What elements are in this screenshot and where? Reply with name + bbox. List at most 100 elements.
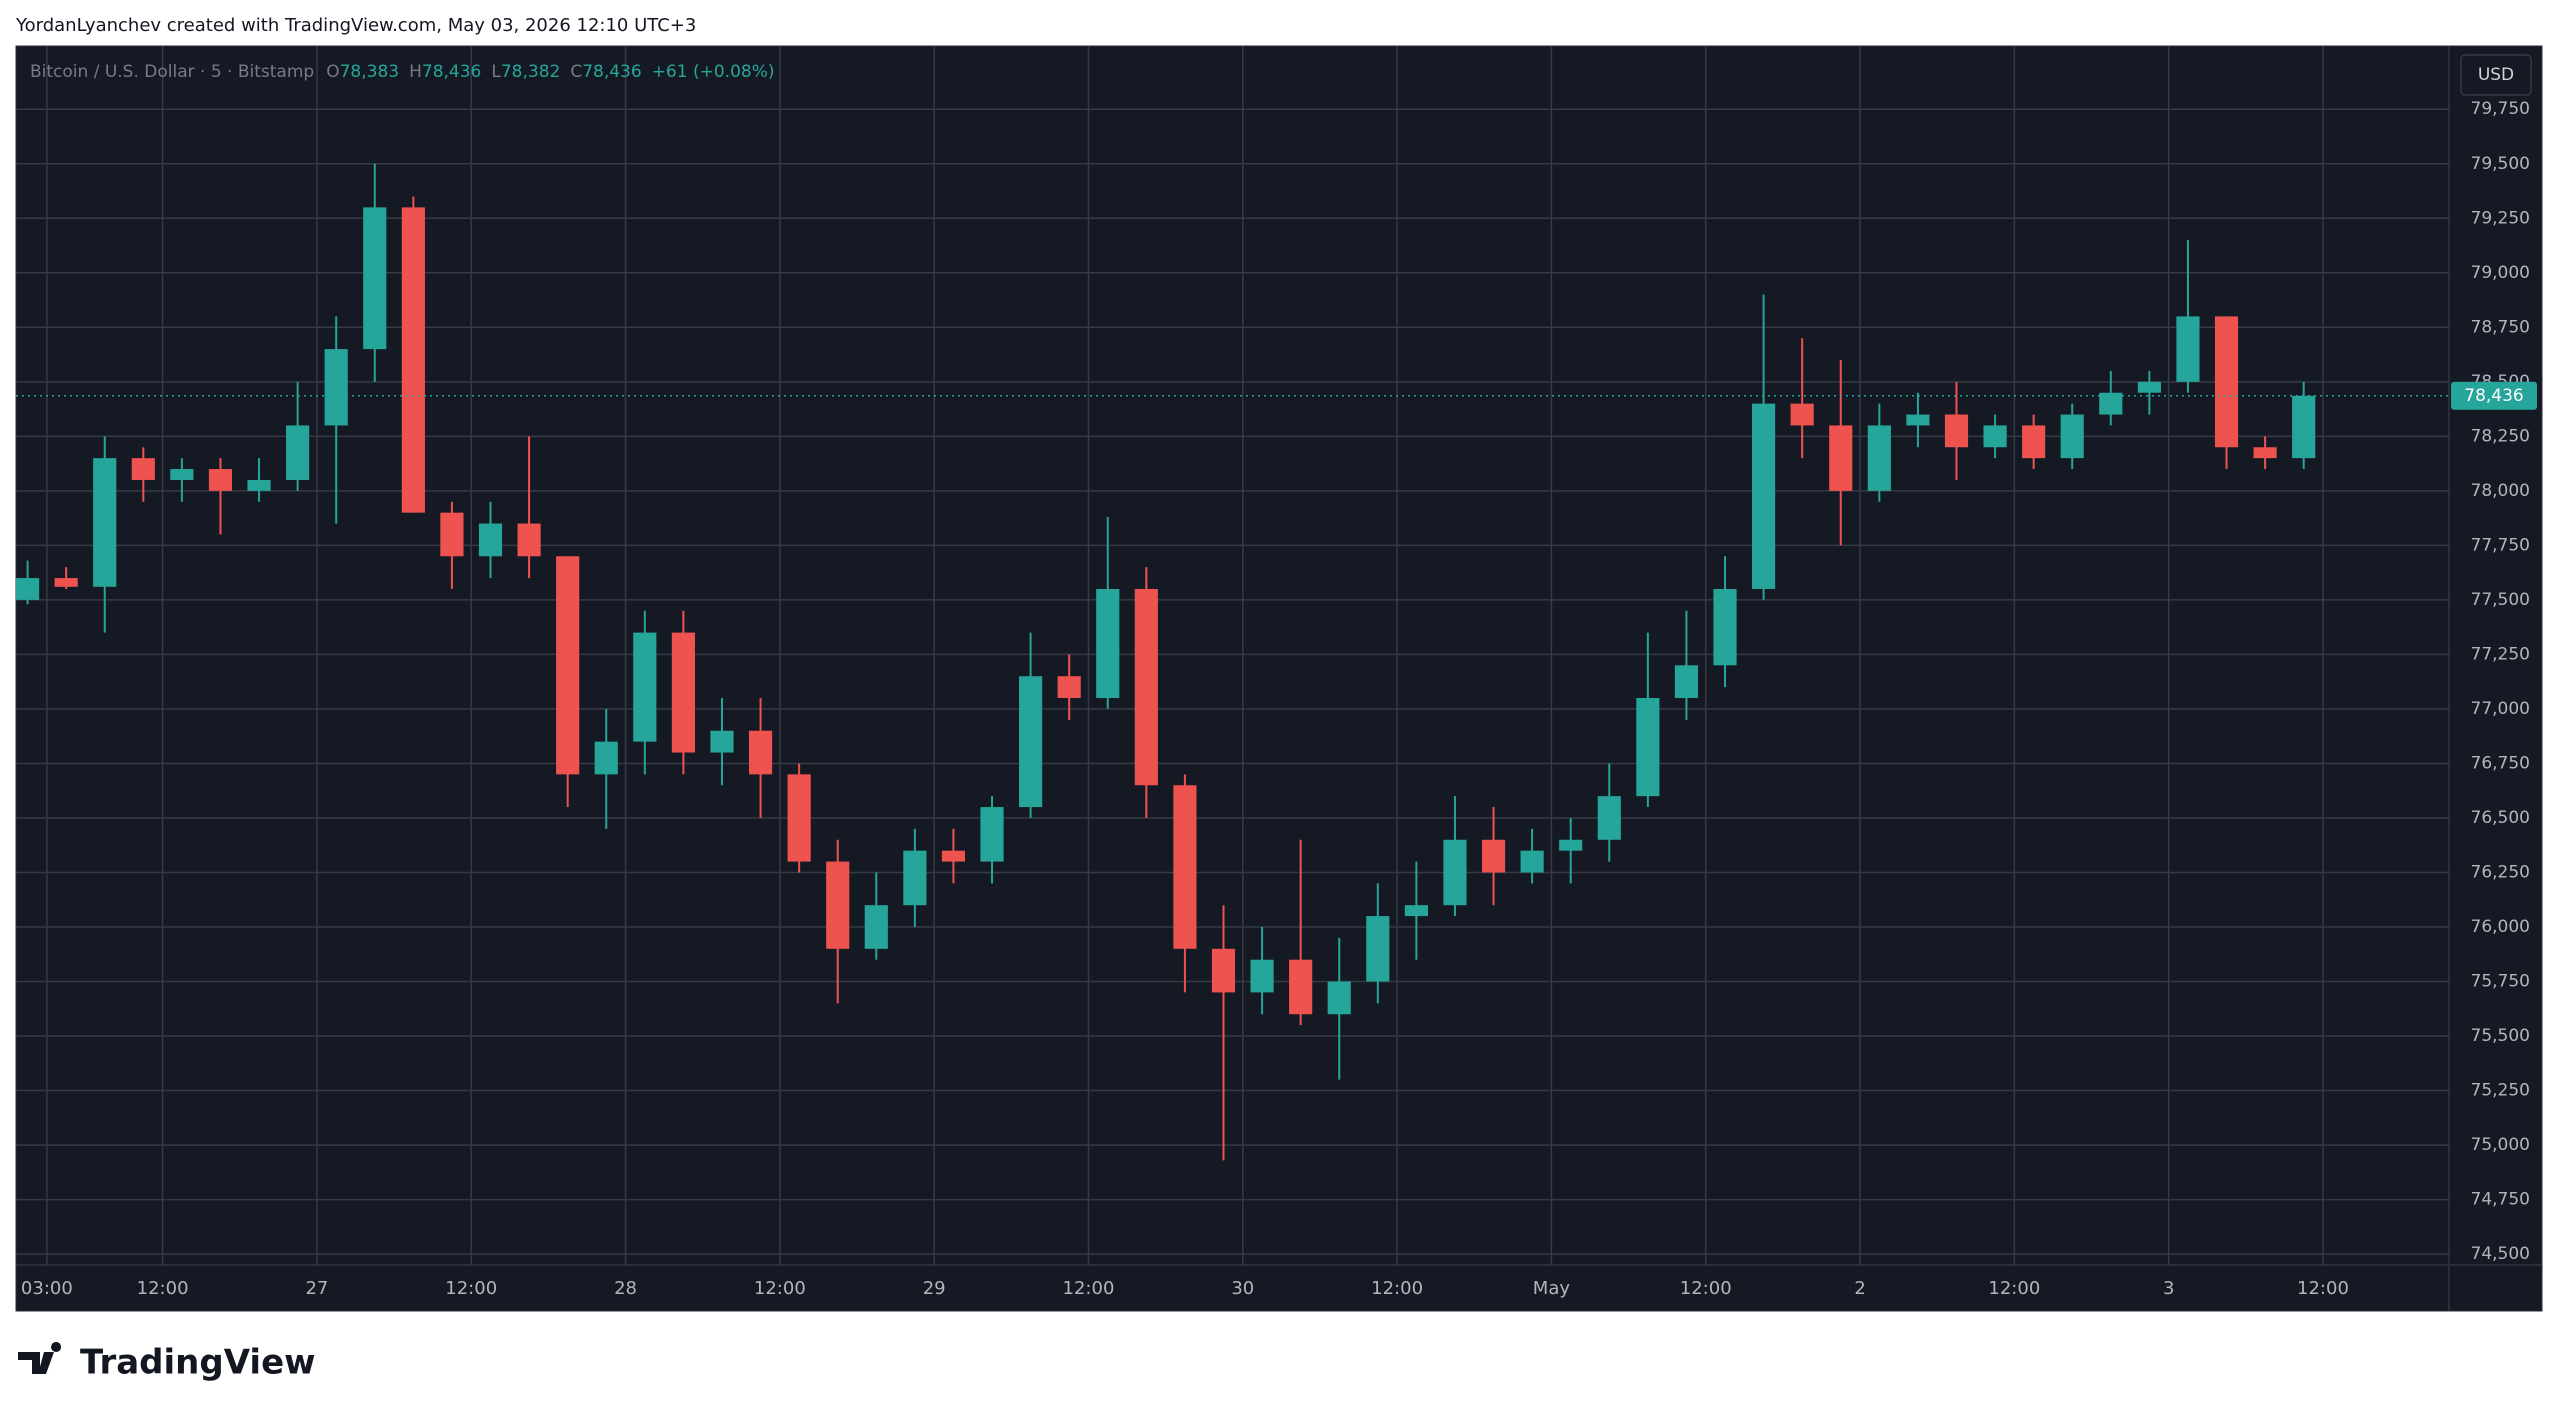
y-tick-label: 79,000 <box>2471 263 2530 283</box>
candle-body <box>1366 916 1390 982</box>
y-tick-label: 78,250 <box>2471 426 2530 446</box>
currency-box[interactable] <box>2460 54 2532 96</box>
y-tick-label: 77,500 <box>2471 590 2530 610</box>
y-tick-label: 78,000 <box>2471 481 2530 501</box>
candle-body <box>864 905 888 949</box>
candle-body <box>941 850 966 862</box>
ohlc-value: 78,382 <box>501 62 560 82</box>
candle-body <box>208 469 233 491</box>
ohlc-key: C <box>570 62 582 82</box>
x-tick-label: 28 <box>614 1278 637 1299</box>
candle-body <box>1019 676 1043 808</box>
x-tick-label: 12:00 <box>754 1278 806 1299</box>
candle-body <box>517 523 541 557</box>
candle-body <box>54 578 78 587</box>
x-tick-label: 12:00 <box>445 1278 497 1299</box>
candle-body <box>324 349 348 426</box>
candle-body <box>2099 392 2123 415</box>
x-tick-label: 2 <box>1854 1278 1865 1299</box>
candle-body <box>903 850 927 906</box>
x-tick-label: 12:00 <box>1680 1278 1732 1299</box>
candle-body <box>1404 905 1428 917</box>
y-tick-label: 76,250 <box>2471 862 2530 882</box>
x-tick-label: 12:00 <box>1988 1278 2040 1299</box>
candle-body <box>1944 414 1969 448</box>
candle-body <box>93 458 117 587</box>
candle-body <box>2137 381 2161 393</box>
candle-body <box>1752 403 1776 589</box>
candle-body <box>556 556 580 775</box>
candle-body <box>1057 676 1081 699</box>
candle-body <box>1443 839 1467 906</box>
grid <box>16 46 2449 1265</box>
candle-body <box>826 861 850 949</box>
ohlc-key: H <box>409 62 422 82</box>
y-tick-label: 78,750 <box>2471 317 2530 337</box>
candle-body <box>1327 981 1351 1015</box>
candle-body <box>286 425 310 480</box>
ohlc-value: 78,383 <box>340 62 399 82</box>
x-tick-label: 12:00 <box>2297 1278 2349 1299</box>
y-tick-label: 77,750 <box>2471 535 2530 555</box>
candle-body <box>1790 403 1814 426</box>
candle-body <box>16 578 40 600</box>
candle-body <box>748 730 773 775</box>
header-text: YordanLyanchev created with TradingView.… <box>15 15 696 36</box>
symbol: Bitcoin / U.S. Dollar · 5 · Bitstamp <box>30 62 314 82</box>
y-tick-label: 75,000 <box>2471 1135 2530 1155</box>
x-tick-label: 29 <box>923 1278 946 1299</box>
x-tick-label: 12:00 <box>1063 1278 1115 1299</box>
candle-body <box>633 632 657 742</box>
candle-body <box>787 774 811 862</box>
candle-body <box>1674 665 1699 699</box>
candle-body <box>2022 425 2046 459</box>
x-tick-label: 30 <box>1231 1278 1254 1299</box>
candle-body <box>2292 395 2316 459</box>
candle-body <box>1829 425 1853 491</box>
candle-body <box>1096 588 1120 699</box>
x-tick-label: May <box>1533 1278 1571 1299</box>
candle-body <box>2214 316 2239 448</box>
change: +61 (+0.08%) <box>652 62 775 82</box>
y-tick-label: 77,250 <box>2471 644 2530 664</box>
candle-body <box>1983 425 2007 448</box>
x-tick-label: 12:00 <box>137 1278 189 1299</box>
chart-background <box>15 45 2543 1312</box>
candle-body <box>2176 316 2200 382</box>
candle-body <box>671 632 695 753</box>
candles <box>16 163 2316 1161</box>
candle-body <box>170 469 194 480</box>
y-tick-label: 74,750 <box>2471 1190 2530 1210</box>
ohlc-value: 78,436 <box>582 62 641 82</box>
candle-body <box>1173 785 1197 949</box>
candle-body <box>1520 850 1544 873</box>
candle-body <box>478 523 503 557</box>
logo-text: TradingView <box>80 1343 316 1383</box>
y-tick-label: 75,250 <box>2471 1081 2530 1101</box>
y-tick-label: 74,500 <box>2471 1244 2530 1264</box>
candle-body <box>710 730 734 753</box>
candle-body <box>1636 698 1660 797</box>
candle-body <box>1211 948 1236 993</box>
last-price-box <box>2451 381 2537 410</box>
y-tick-label: 76,500 <box>2471 808 2530 828</box>
x-tick-label: 3 <box>2163 1278 2174 1299</box>
y-tick-label: 79,750 <box>2471 99 2530 119</box>
candle-body <box>1867 425 1891 491</box>
candle-body <box>1481 839 1506 873</box>
ohlc-key: O <box>326 62 339 82</box>
logo-icon <box>18 1342 62 1374</box>
ohlc-key: L <box>491 62 501 82</box>
symbol-legend: Bitcoin / U.S. Dollar · 5 · Bitstamp O78,… <box>30 62 774 82</box>
x-tick-label: 03:00 <box>21 1278 73 1299</box>
y-tick-label: 76,750 <box>2471 753 2530 773</box>
candle-body <box>247 479 271 491</box>
candle-body <box>1559 839 1583 851</box>
candle-body <box>1289 959 1313 1015</box>
candle-body <box>594 741 618 775</box>
candle-body <box>1134 588 1158 786</box>
candle-body <box>1906 414 1930 426</box>
y-tick-label: 76,000 <box>2471 917 2530 937</box>
candle-body <box>401 207 425 513</box>
